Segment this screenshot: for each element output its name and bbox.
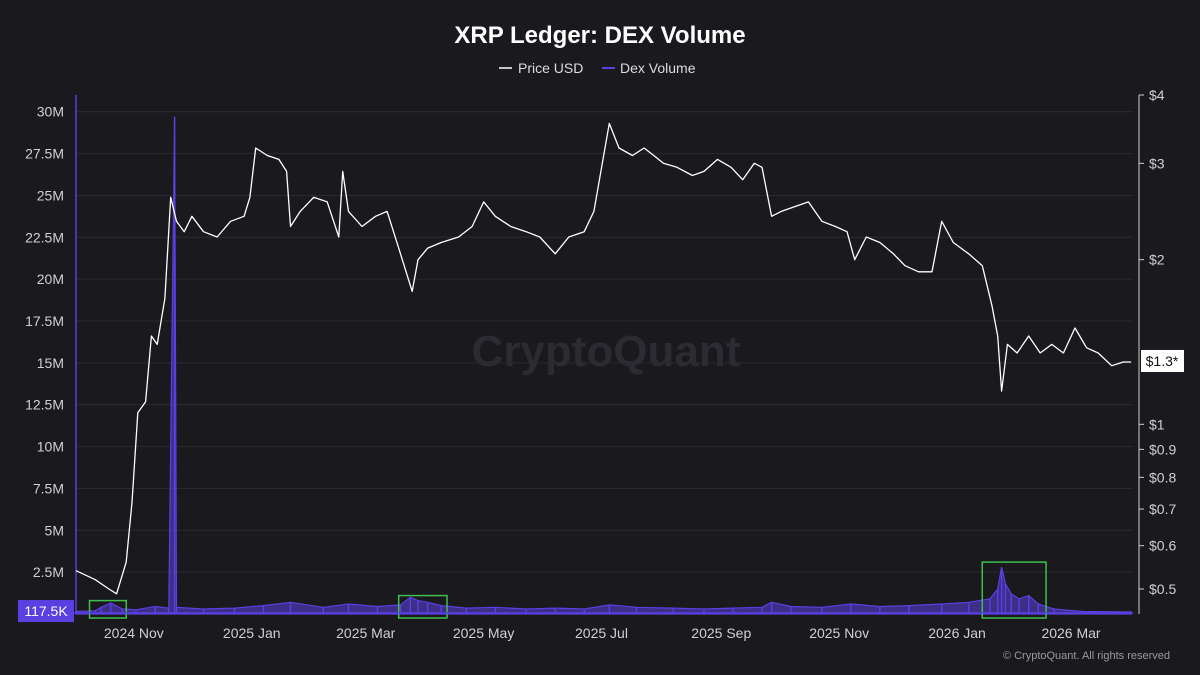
current-price-label: $1.3*: [1146, 353, 1179, 369]
highlight-box: [397, 594, 448, 619]
y-left-tick-label: 25M: [37, 187, 64, 203]
y-right-tick-label: $4: [1149, 87, 1165, 103]
x-tick-label: 2025 Nov: [809, 625, 869, 641]
y-left-tick-label: 7.5M: [33, 480, 64, 496]
watermark: CryptoQuant: [472, 327, 741, 376]
highlight-box: [981, 561, 1047, 619]
left-axis: 2.5M 5M 7.5M 10M 12.5M 15M 17.5M 20M 22.5M 25M 27.…: [25, 104, 64, 580]
price-line: [75, 122, 1132, 595]
x-tick-label: 2025 Sep: [691, 625, 751, 641]
y-right-tick-label: $1: [1149, 416, 1165, 432]
x-tick-label: 2025 Jul: [575, 625, 628, 641]
y-left-tick-label: 20M: [37, 271, 64, 287]
y-left-tick-label: 5M: [45, 522, 64, 538]
current-volume-badge: [18, 600, 74, 623]
highlight-boxes: [88, 561, 1047, 619]
y-right-tick-label: $0.5: [1149, 581, 1176, 597]
legend: Price USD Dex Volume: [499, 60, 696, 76]
x-tick-label: 2026 Jan: [928, 625, 986, 641]
x-tick-label: 2025 Mar: [336, 625, 395, 641]
highlight-box: [88, 599, 127, 619]
current-price-badge: [1141, 349, 1184, 372]
current-volume-label: 117.5K: [24, 603, 68, 619]
x-tick-label: 2025 May: [453, 625, 514, 641]
y-left-tick-label: 22.5M: [25, 229, 64, 245]
y-right-tick-label: $0.9: [1149, 441, 1176, 457]
y-left-tick-label: 30M: [37, 104, 64, 120]
x-axis: 2024 Nov 2025 Jan 2025 Mar 2025 May 2025 Jul…: [104, 625, 1101, 641]
chart-title: XRP Ledger: DEX Volume: [454, 22, 745, 49]
y-left-tick-label: 15M: [37, 355, 64, 371]
y-left-tick-label: 10M: [37, 439, 64, 455]
x-tick-label: 2026 Mar: [1041, 625, 1100, 641]
legend-volume-label[interactable]: Dex Volume: [620, 60, 696, 76]
x-tick-label: 2025 Jan: [223, 625, 281, 641]
x-tick-label: 2024 Nov: [104, 625, 164, 641]
right-axis: $0.5 $0.6 $0.7 $0.8 $0.9 $1 $2 $3 $4: [1138, 87, 1176, 614]
price-series: [75, 122, 1132, 595]
y-right-tick-label: $0.6: [1149, 538, 1176, 554]
y-left-tick-label: 17.5M: [25, 313, 64, 329]
dex-volume-series: [75, 95, 1132, 615]
copyright-notice: © CryptoQuant. All rights reserved: [1003, 650, 1170, 662]
y-right-tick-label: $2: [1149, 252, 1165, 268]
current-value-badges: 117.5K $1.3*: [18, 349, 1184, 623]
y-left-tick-label: 27.5M: [25, 146, 64, 162]
y-left-tick-label: 2.5M: [33, 564, 64, 580]
y-right-tick-label: $0.8: [1149, 469, 1176, 485]
y-right-tick-label: $3: [1149, 155, 1165, 171]
y-left-tick-label: 12.5M: [25, 397, 64, 413]
y-right-tick-label: $0.7: [1149, 501, 1176, 517]
legend-price-label[interactable]: Price USD: [518, 60, 583, 76]
